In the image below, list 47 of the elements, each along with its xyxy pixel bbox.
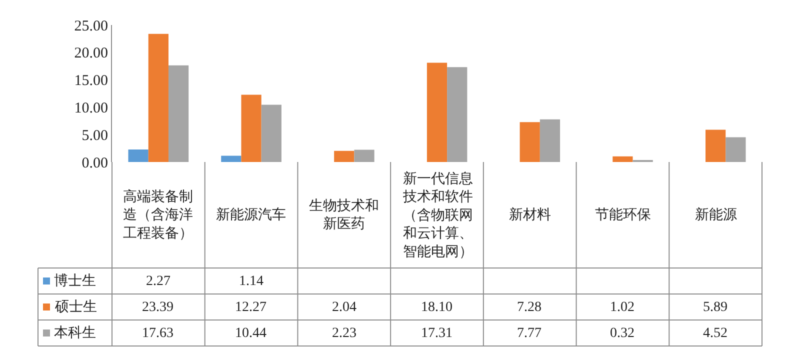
legend-label: 博士生 bbox=[54, 273, 96, 289]
data-label: 7.28 bbox=[517, 300, 542, 315]
data-label: 2.27 bbox=[146, 274, 170, 289]
x-tick-label: 生物技术和新医药 bbox=[309, 198, 379, 232]
x-tick-label: 新一代信息技术和软件（含物联网和云计算、智能电网） bbox=[402, 171, 473, 260]
y-tick-label: 15.00 bbox=[74, 73, 108, 90]
data-label: 1.02 bbox=[610, 300, 634, 315]
y-tick-label: 5.00 bbox=[82, 128, 108, 144]
bar bbox=[221, 156, 242, 162]
data-label: 17.63 bbox=[142, 326, 174, 341]
bar bbox=[168, 65, 189, 162]
bar bbox=[612, 156, 633, 162]
bar bbox=[241, 94, 262, 162]
bar bbox=[520, 122, 540, 162]
legend-label: 本科生 bbox=[54, 325, 96, 341]
y-tick-label: 20.00 bbox=[74, 46, 108, 62]
bar bbox=[354, 150, 374, 162]
bar bbox=[334, 150, 354, 162]
y-tick-label: 0.00 bbox=[82, 155, 108, 172]
legend-label: 硕士生 bbox=[54, 299, 97, 315]
data-label: 2.23 bbox=[332, 326, 356, 341]
bar bbox=[128, 150, 148, 162]
x-tick-label: 新材料 bbox=[509, 207, 551, 223]
x-tick-label: 新能源 bbox=[695, 207, 737, 223]
data-label: 17.31 bbox=[421, 326, 452, 341]
y-tick-label: 25.00 bbox=[74, 18, 108, 34]
data-label: 2.04 bbox=[332, 300, 356, 315]
data-label: 18.10 bbox=[421, 300, 452, 315]
bar bbox=[540, 119, 560, 162]
x-tick-label: 新能源汽车 bbox=[216, 207, 286, 223]
data-label: 4.52 bbox=[703, 326, 728, 341]
data-label: 10.44 bbox=[235, 326, 266, 341]
bar bbox=[706, 130, 726, 162]
data-label: 7.77 bbox=[517, 326, 542, 341]
bar bbox=[726, 137, 746, 162]
bar bbox=[261, 104, 282, 162]
data-label: 5.89 bbox=[703, 300, 728, 315]
x-tick-label: 高端装备制造（含海洋工程装备） bbox=[123, 189, 193, 242]
data-label: 23.39 bbox=[142, 300, 174, 315]
data-label: 0.32 bbox=[610, 326, 634, 341]
bar bbox=[148, 34, 168, 162]
data-label: 12.27 bbox=[235, 300, 266, 315]
bar bbox=[447, 67, 468, 162]
bar bbox=[426, 62, 448, 162]
x-tick-label: 节能环保 bbox=[595, 207, 651, 223]
y-tick-label: 10.00 bbox=[74, 100, 108, 116]
data-label: 1.14 bbox=[239, 274, 264, 289]
